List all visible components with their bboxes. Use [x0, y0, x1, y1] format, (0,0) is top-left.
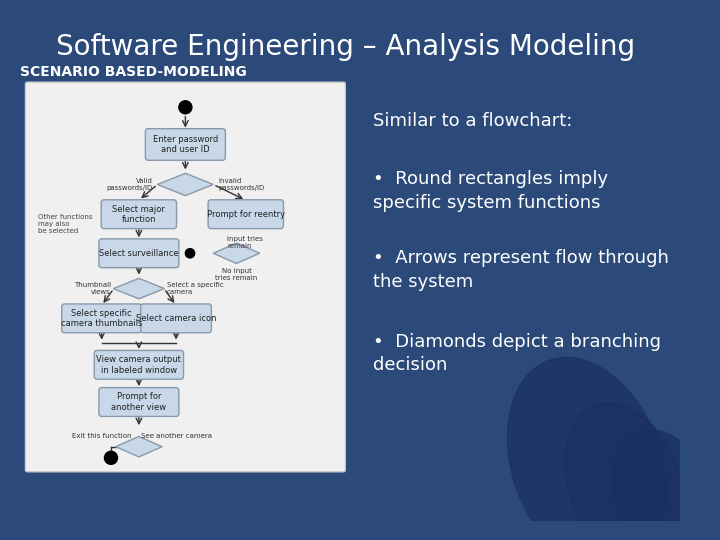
Text: View camera output
in labeled window: View camera output in labeled window: [96, 355, 181, 375]
Text: Software Engineering – Analysis Modeling: Software Engineering – Analysis Modeling: [55, 33, 635, 61]
Text: Select surveillance: Select surveillance: [99, 249, 179, 258]
Ellipse shape: [508, 357, 667, 540]
FancyBboxPatch shape: [145, 129, 225, 160]
Text: Select specific
camera thumbnails: Select specific camera thumbnails: [61, 309, 143, 328]
Text: Prompt for
another view: Prompt for another view: [112, 393, 166, 411]
Text: Prompt for reentry: Prompt for reentry: [207, 210, 285, 219]
Text: Select a specific
camera: Select a specific camera: [167, 282, 223, 295]
FancyBboxPatch shape: [99, 388, 179, 416]
Text: Input tries
remain: Input tries remain: [228, 235, 263, 248]
FancyBboxPatch shape: [94, 350, 184, 379]
Text: •  Round rectangles imply
specific system functions: • Round rectangles imply specific system…: [373, 170, 608, 212]
Text: Thumbnail
views: Thumbnail views: [74, 282, 111, 295]
FancyBboxPatch shape: [102, 200, 176, 228]
Text: Valid
passwords/ID: Valid passwords/ID: [107, 178, 153, 191]
Text: Select major
function: Select major function: [112, 205, 166, 224]
Polygon shape: [116, 436, 162, 457]
Text: •  Arrows represent flow through
the system: • Arrows represent flow through the syst…: [373, 249, 669, 291]
FancyBboxPatch shape: [140, 304, 212, 333]
Polygon shape: [113, 278, 164, 299]
FancyBboxPatch shape: [62, 304, 142, 333]
Text: Exit this function: Exit this function: [72, 433, 132, 438]
Circle shape: [104, 451, 117, 464]
Ellipse shape: [613, 430, 711, 540]
Text: Other functions
may also
be selected: Other functions may also be selected: [38, 213, 93, 233]
FancyBboxPatch shape: [25, 82, 346, 472]
Text: No input
tries remain: No input tries remain: [215, 268, 258, 281]
Polygon shape: [213, 243, 260, 264]
Text: Invalid
passwords/ID: Invalid passwords/ID: [218, 178, 264, 191]
Circle shape: [179, 101, 192, 114]
FancyBboxPatch shape: [208, 200, 284, 228]
Text: See another camera: See another camera: [140, 433, 212, 438]
Text: Enter password
and user ID: Enter password and user ID: [153, 135, 218, 154]
Text: Similar to a flowchart:: Similar to a flowchart:: [373, 112, 572, 130]
Polygon shape: [158, 173, 213, 195]
Text: Select camera icon: Select camera icon: [136, 314, 216, 323]
Text: •  Diamonds depict a branching
decision: • Diamonds depict a branching decision: [373, 333, 661, 374]
Text: SCENARIO BASED-MODELING: SCENARIO BASED-MODELING: [20, 65, 247, 79]
FancyBboxPatch shape: [99, 239, 179, 268]
Ellipse shape: [564, 403, 684, 540]
Circle shape: [185, 248, 194, 258]
